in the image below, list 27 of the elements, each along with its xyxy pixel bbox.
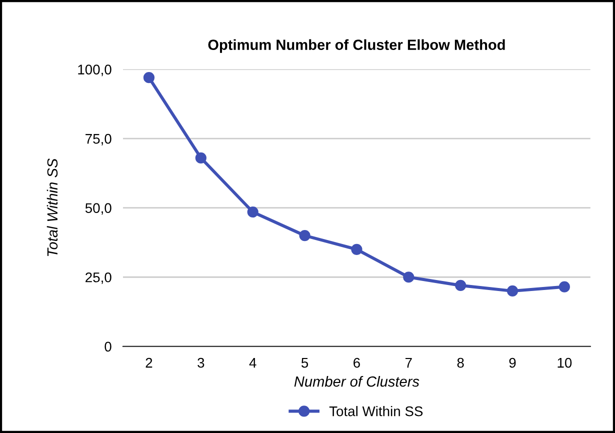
x-tick-label: 9 <box>509 358 516 368</box>
y-tick-label: 75,0 <box>86 134 112 146</box>
y-tick-label: 0 <box>104 342 112 352</box>
x-tick-label: 10 <box>558 358 572 368</box>
x-tick-label: 4 <box>249 358 256 368</box>
point <box>455 280 466 291</box>
point <box>506 285 518 297</box>
point <box>403 272 414 283</box>
y-tick-label: 25,0 <box>86 272 112 284</box>
point <box>195 152 206 164</box>
x-axis-title: Number of Clusters <box>294 376 420 387</box>
x-tick-label: 6 <box>354 358 360 368</box>
x-tick-label: 3 <box>198 358 204 368</box>
x-tick-label: 8 <box>457 358 464 368</box>
y-axis-title: Total Within SS <box>46 158 58 256</box>
point <box>351 244 362 255</box>
chart-title: Optimum Number of Cluster Elbow Method <box>208 39 505 53</box>
x-tick-label: 7 <box>405 358 412 368</box>
y-tick-label: 50,0 <box>85 203 112 215</box>
legend-label: Total Within SS <box>329 406 423 416</box>
x-tick-label: 5 <box>301 358 308 368</box>
point <box>143 72 155 84</box>
point <box>247 206 258 218</box>
x-tick-label: 2 <box>146 358 152 368</box>
y-tick-label: 100,0 <box>78 64 112 76</box>
point <box>299 230 310 242</box>
point <box>558 281 570 292</box>
